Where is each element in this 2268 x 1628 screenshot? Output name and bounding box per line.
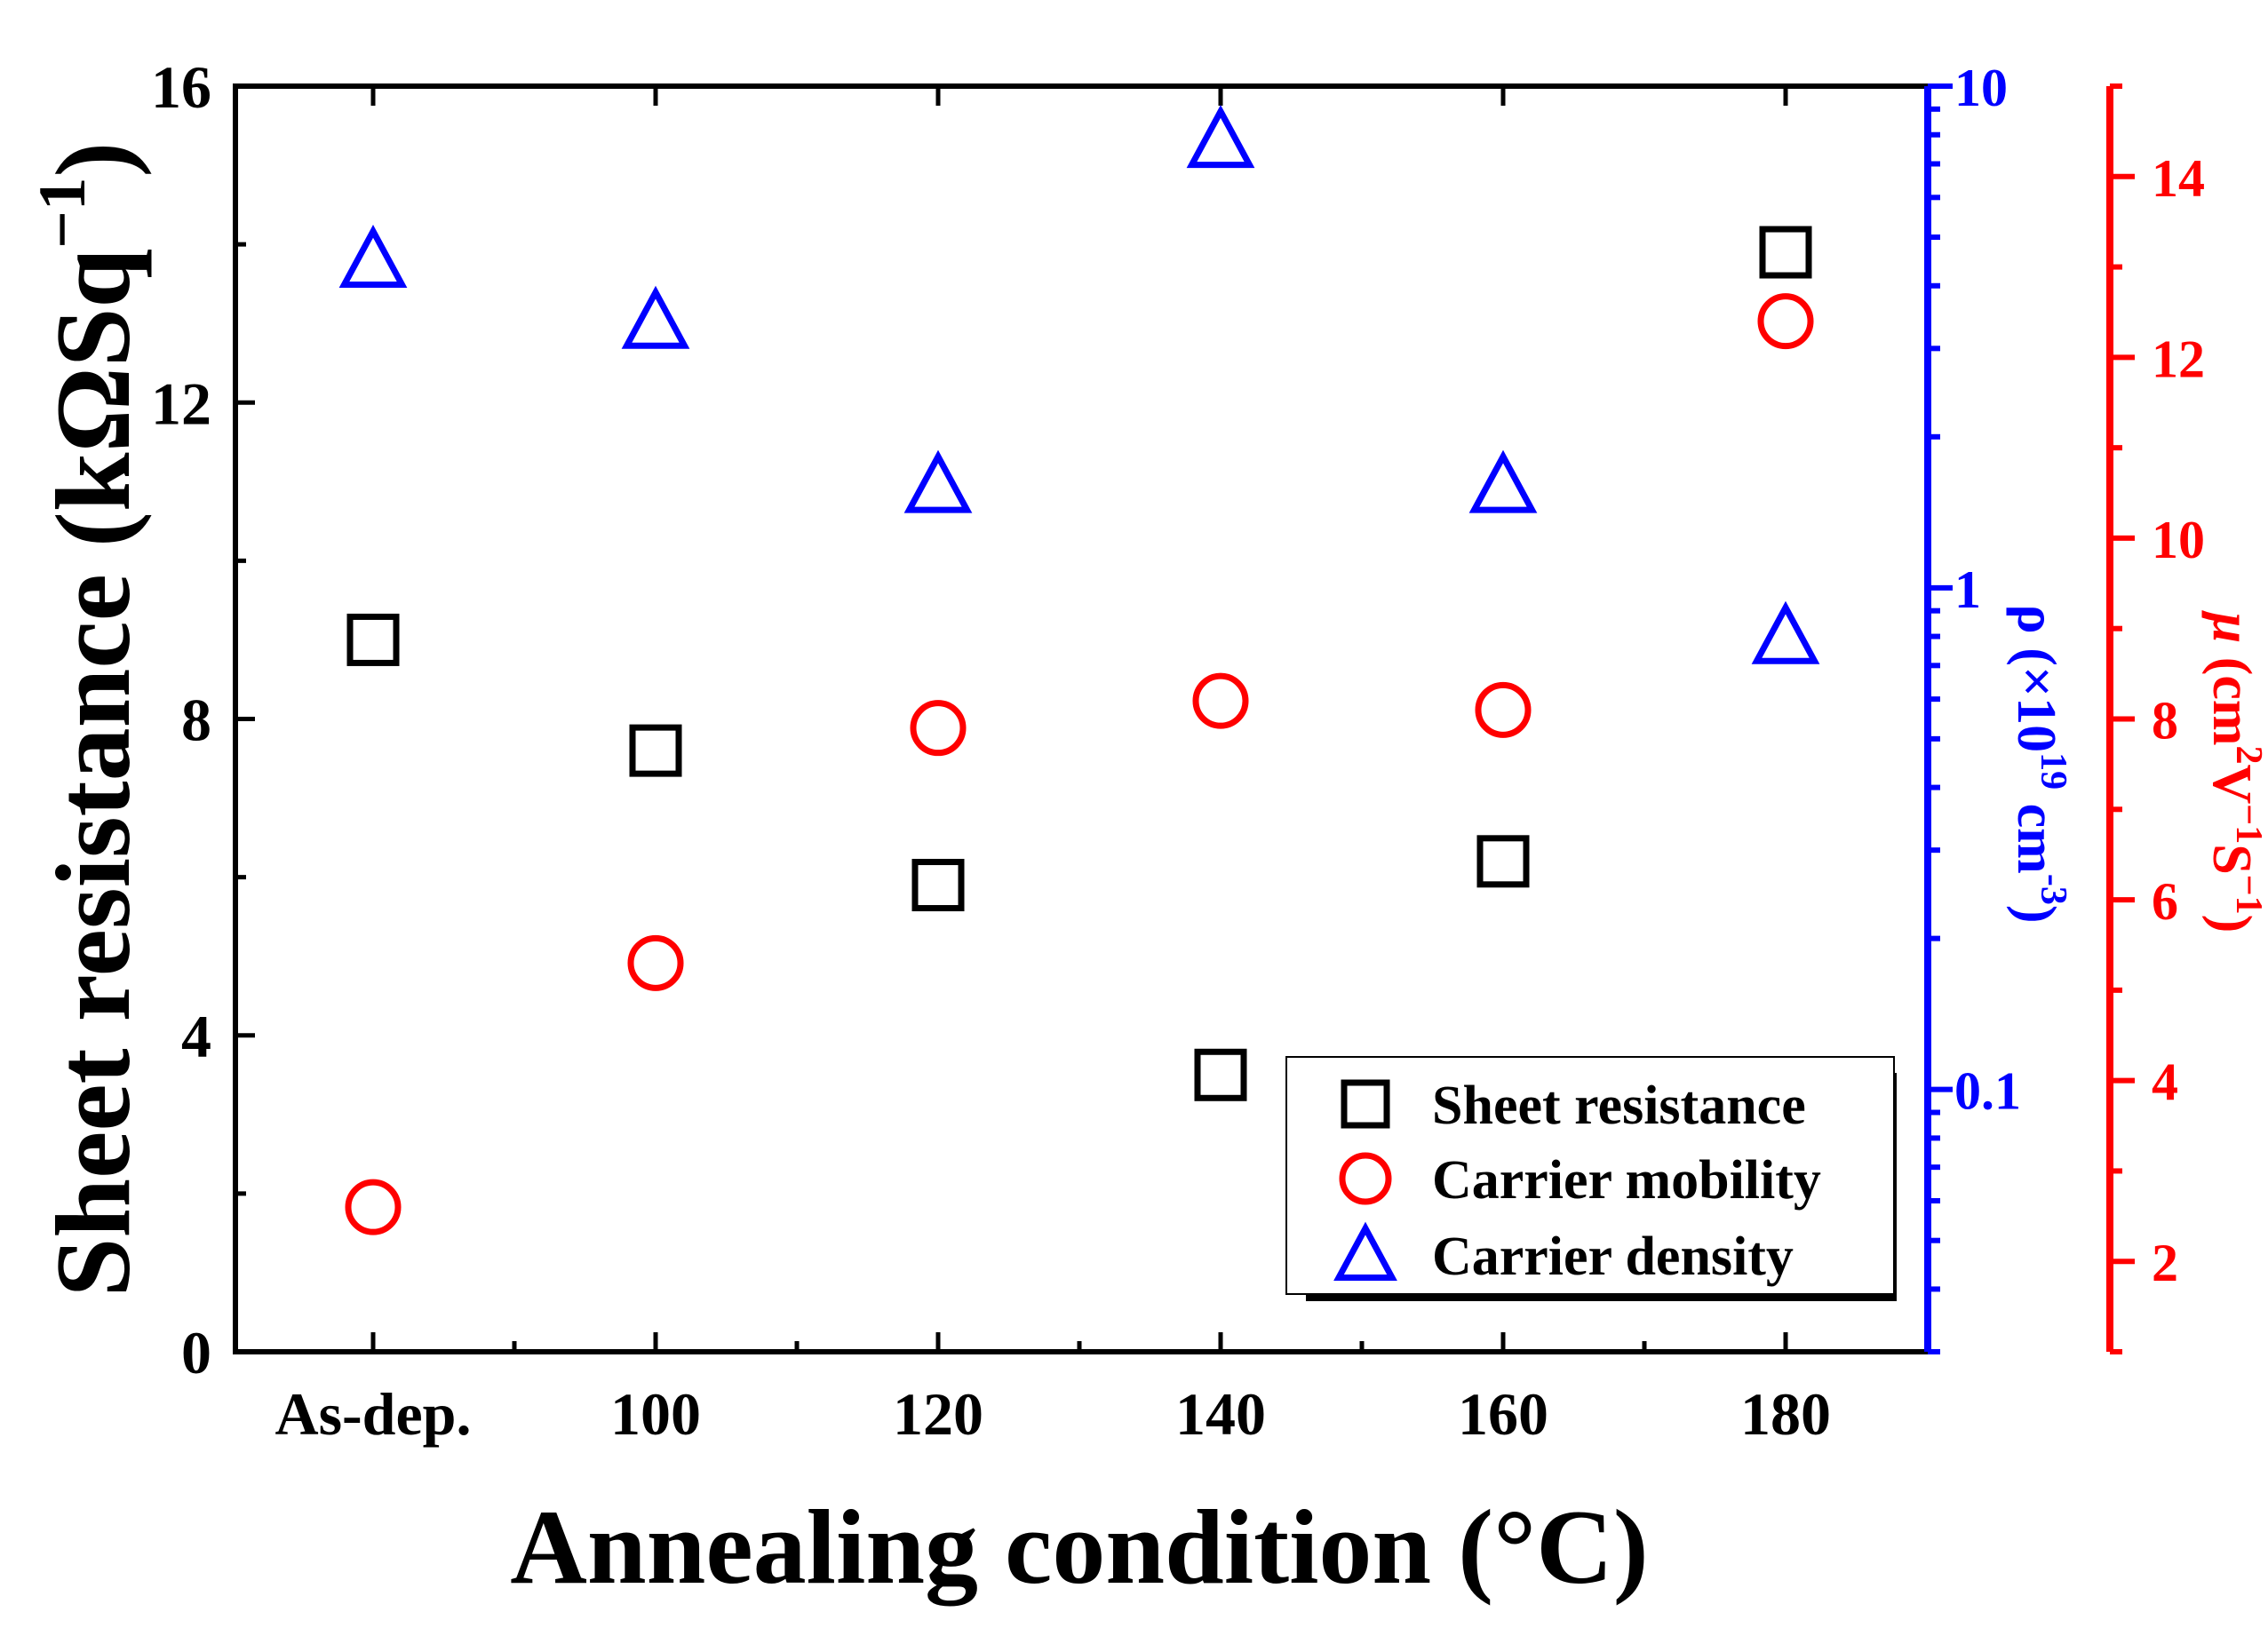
square-marker	[1476, 835, 1530, 888]
y-axis-label-left: Sheet resistance (kΩSq−1)	[26, 142, 152, 1298]
circle-marker	[1475, 681, 1532, 738]
square-marker	[629, 724, 682, 777]
square-marker	[346, 613, 400, 666]
x-tick-label: As-dep.	[275, 1380, 471, 1448]
circle-marker	[1757, 293, 1814, 350]
mobility-label-mu: μ	[2201, 610, 2262, 643]
square-marker	[1194, 1048, 1247, 1101]
x-tick-label: 180	[1740, 1380, 1831, 1448]
density-tick-label: 0.1	[1954, 1062, 2021, 1121]
circle-marker	[910, 700, 967, 757]
x-axis-ticks: As-dep. 100 120 140 160 180	[275, 86, 1831, 1448]
circle-marker	[627, 934, 684, 991]
left-tick-label: 8	[181, 687, 211, 754]
mobility-label-close: )	[2201, 915, 2262, 933]
left-tick-label: 4	[181, 1003, 211, 1070]
left-tick-label: 16	[151, 53, 211, 121]
density-label-sup1: 19	[2033, 752, 2073, 790]
x-tick-label: 160	[1458, 1380, 1548, 1448]
mobility-tick-label: 2	[2152, 1234, 2178, 1292]
x-tick-label: 120	[893, 1380, 983, 1448]
legend-marker-square	[1341, 1079, 1390, 1129]
density-label-close: )	[2006, 905, 2066, 924]
triangle-marker	[1186, 105, 1255, 169]
density-label-part2: cm	[2006, 790, 2066, 874]
circle-marker	[345, 1179, 402, 1235]
mobility-label-part1: (cm	[2201, 643, 2262, 745]
legend-label: Carrier density	[1432, 1227, 1794, 1287]
x-axis-label: Annealing condition (°C)	[510, 1488, 1649, 1607]
circle-marker	[1192, 672, 1249, 729]
right-axis-density: 0.1 1 10	[1924, 59, 2021, 1354]
left-axis-ticks: 0 4 8 12 16	[151, 53, 255, 1386]
x-tick-label: 100	[610, 1380, 701, 1448]
triangle-marker	[1468, 449, 1538, 513]
legend-marker-circle	[1339, 1152, 1392, 1205]
mobility-tick-label: 10	[2152, 511, 2205, 569]
left-tick-label: 0	[181, 1319, 211, 1386]
left-tick-label: 12	[151, 369, 211, 437]
mobility-label-part2: V	[2201, 765, 2262, 805]
mobility-label-sup1: 2	[2228, 746, 2268, 765]
y-axis-label-left-close: )	[34, 142, 152, 178]
right-axis-mobility: 2 4 6 8 10 12 14	[2106, 83, 2205, 1354]
mobility-label-sup2: −1	[2228, 804, 2268, 844]
triangle-marker	[903, 449, 973, 513]
y-axis-label-left-sup: −1	[26, 178, 99, 249]
legend: Sheet resistance Carrier mobility Carrier …	[1285, 1056, 1897, 1301]
density-label-part1: ρ (×10	[2006, 605, 2066, 753]
mobility-tick-label: 14	[2152, 149, 2205, 208]
square-marker	[1759, 226, 1812, 279]
y-axis-label-left-main: Sheet resistance (kΩSq	[34, 249, 152, 1298]
square-marker	[911, 859, 965, 912]
x-tick-label: 140	[1175, 1380, 1266, 1448]
data-markers	[338, 105, 1820, 1235]
triangle-marker	[621, 285, 690, 349]
triangle-marker	[338, 225, 408, 289]
mobility-label-sup3: −1	[2228, 875, 2268, 915]
mobility-label-part3: S	[2201, 844, 2262, 874]
mobility-tick-label: 6	[2152, 872, 2178, 931]
legend-marker-triangle	[1333, 1221, 1397, 1281]
triangle-marker	[1751, 600, 1820, 664]
mobility-tick-label: 4	[2152, 1053, 2178, 1112]
legend-label: Carrier mobility	[1432, 1150, 1821, 1211]
mobility-tick-label: 12	[2152, 330, 2205, 388]
y-axis-label-density: ρ (×1019 cm-3)	[2006, 605, 2073, 924]
density-tick-label: 1	[1954, 560, 1981, 619]
mobility-tick-label: 8	[2152, 692, 2178, 750]
y-axis-label-mobility: μ (cm2V−1S−1)	[2201, 610, 2268, 933]
density-label-sup2: -3	[2033, 874, 2073, 905]
density-tick-label: 10	[1954, 59, 2008, 117]
legend-label: Sheet resistance	[1432, 1076, 1806, 1136]
